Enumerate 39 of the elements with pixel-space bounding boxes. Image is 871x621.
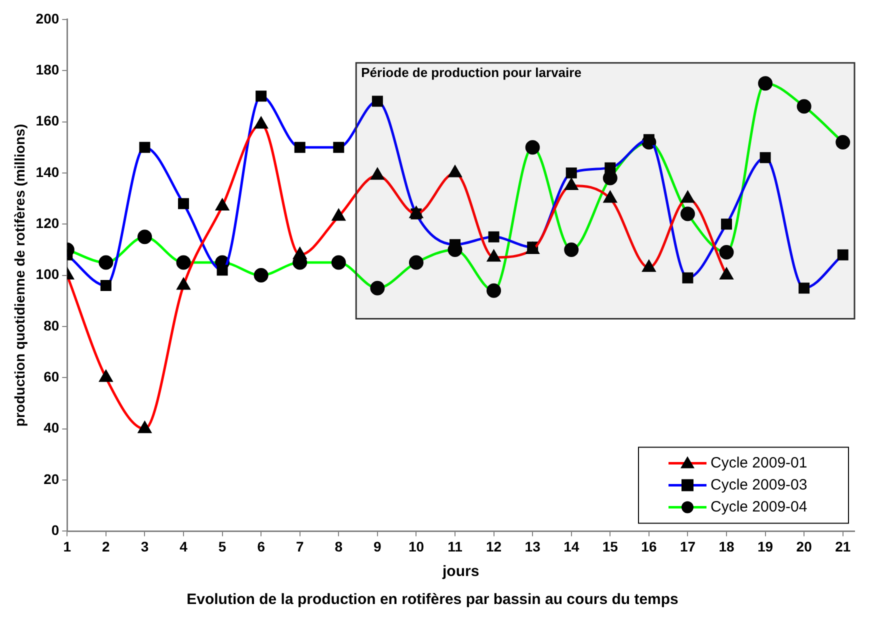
x-tick-label: 20: [796, 538, 812, 554]
text: Evolution de la production en rotifères par bassin au cours du temps: [186, 591, 678, 608]
y-tick-label: 100: [36, 266, 60, 282]
y-tick-label: 80: [44, 317, 60, 334]
y-tick-label: 60: [44, 368, 60, 385]
x-tick-label: 16: [641, 538, 657, 554]
y-tick-label: 20: [44, 470, 60, 487]
y-axis-title: production quotidienne de rotifères (millions): [11, 124, 28, 427]
x-tick-label: 4: [180, 538, 188, 554]
x-tick-label: 19: [758, 538, 774, 554]
y-tick-label: 40: [44, 420, 60, 436]
x-tick-label: 3: [140, 538, 149, 554]
x-axis-title: jours: [441, 563, 480, 580]
x-tick-label: 2: [102, 538, 110, 554]
x-tick-label: 1: [63, 538, 72, 554]
x-tick-label: 15: [602, 538, 618, 554]
x-tick-label: 10: [408, 538, 424, 554]
x-tick-label: 7: [296, 538, 304, 554]
legend-label: Cycle 2009-04: [710, 498, 808, 516]
y-tick-label: 160: [36, 112, 60, 129]
y-tick-label: 200: [36, 10, 60, 26]
x-tick-label: 18: [718, 538, 735, 554]
x-tick-label: 9: [374, 538, 382, 554]
x-tick-label: 8: [334, 538, 343, 554]
y-tick-label: 140: [36, 164, 60, 180]
x-tick-label: 21: [835, 538, 851, 554]
x-tick-label: 14: [564, 538, 580, 554]
x-tick-label: 13: [524, 538, 541, 554]
y-tick-label: 0: [51, 522, 60, 538]
band-label: Période de production pour larvaire: [361, 64, 582, 80]
y-tick-label: 120: [36, 214, 60, 231]
y-tick-label: 180: [36, 61, 60, 78]
legend-label: Cycle 2009-03: [710, 476, 808, 494]
x-tick-label: 17: [680, 538, 696, 554]
x-tick-label: 6: [257, 538, 266, 554]
legend-label: Cycle 2009-01: [710, 454, 808, 472]
x-tick-label: 5: [218, 538, 226, 554]
x-tick-label: 11: [448, 538, 463, 554]
x-tick-label: 12: [486, 538, 502, 554]
